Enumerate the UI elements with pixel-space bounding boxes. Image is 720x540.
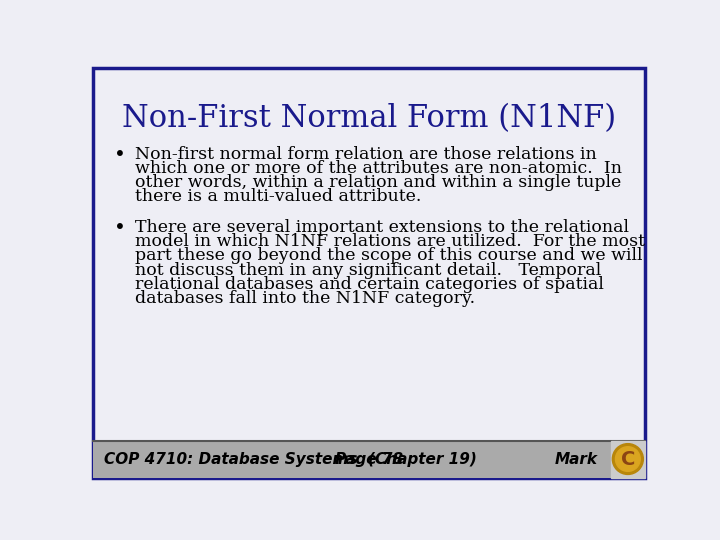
Text: There are several important extensions to the relational: There are several important extensions t… [135,219,629,236]
Text: •: • [114,219,125,238]
Text: Mark: Mark [555,451,598,467]
Text: COP 4710: Database Systems  (Chapter 19): COP 4710: Database Systems (Chapter 19) [104,451,477,467]
Text: not discuss them in any significant detail.   Temporal: not discuss them in any significant deta… [135,261,601,279]
Text: Page 78: Page 78 [335,451,403,467]
Text: databases fall into the N1NF category.: databases fall into the N1NF category. [135,290,475,307]
FancyBboxPatch shape [93,68,645,477]
Text: part these go beyond the scope of this course and we will: part these go beyond the scope of this c… [135,247,642,264]
Bar [611,441,645,477]
FancyBboxPatch shape [93,441,645,477]
Text: Non-first normal form relation are those relations in: Non-first normal form relation are those… [135,146,597,163]
Text: there is a multi-valued attribute.: there is a multi-valued attribute. [135,188,421,205]
Text: model in which N1NF relations are utilized.  For the most: model in which N1NF relations are utiliz… [135,233,645,250]
Text: C: C [621,449,635,469]
Circle shape [616,447,640,471]
Text: other words, within a relation and within a single tuple: other words, within a relation and withi… [135,174,621,191]
Text: which one or more of the attributes are non-atomic.  In: which one or more of the attributes are … [135,160,622,177]
Text: relational databases and certain categories of spatial: relational databases and certain categor… [135,276,604,293]
Text: Non-First Normal Form (N1NF): Non-First Normal Form (N1NF) [122,103,616,134]
Text: •: • [114,146,125,165]
Circle shape [612,444,644,475]
